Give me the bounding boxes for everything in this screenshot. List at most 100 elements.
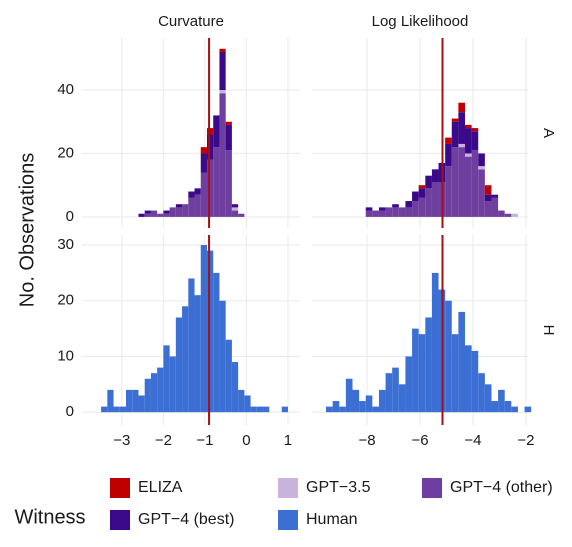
histogram-bar (213, 115, 220, 148)
legend-title: Witness (14, 506, 85, 528)
histogram-bar (372, 406, 379, 413)
legend-label: Human (306, 511, 358, 528)
histogram-bar (238, 213, 245, 217)
histogram-bar (219, 300, 226, 413)
histogram-bar (182, 306, 189, 413)
histogram-bar (484, 201, 492, 217)
histogram-bar (405, 356, 413, 413)
x-tick-label: −6 (411, 432, 428, 449)
histogram-bar (398, 384, 406, 413)
x-tick-label: −2 (517, 432, 534, 449)
histogram-bar (378, 207, 386, 211)
histogram-bar (504, 401, 512, 413)
histogram-bar (175, 207, 183, 217)
histogram-bar (484, 194, 492, 202)
x-tick-label: −2 (155, 432, 172, 449)
histogram-bar (418, 185, 426, 189)
histogram-bar (471, 350, 479, 413)
histogram-bar (484, 185, 492, 195)
histogram-bar (491, 401, 499, 413)
histogram-bar (471, 128, 479, 132)
x-tick-label: −1 (196, 432, 213, 449)
facet-row-label: H (540, 325, 557, 336)
histogram-bar (225, 339, 232, 413)
histogram-bar (144, 378, 151, 413)
histogram-bar (504, 213, 512, 217)
histogram-bar (491, 197, 499, 217)
y-tick-label: 30 (57, 236, 74, 253)
histogram-bar (471, 150, 479, 217)
x-tick-label: 0 (242, 432, 250, 449)
histogram-bar (458, 143, 465, 148)
histogram-bar (478, 373, 485, 413)
histogram-bar (465, 124, 472, 129)
histogram-bar (231, 207, 239, 211)
histogram-bar (244, 395, 251, 413)
histogram-bar (182, 204, 189, 217)
histogram-bar (332, 401, 340, 413)
legend-label: GPT−4 (best) (138, 511, 234, 528)
histogram-bar (445, 143, 452, 167)
y-axis-title: No. Observations (16, 153, 38, 308)
legend-key (278, 478, 298, 498)
histogram-bar (163, 210, 170, 214)
histogram-bar (256, 406, 264, 413)
histogram-bar (465, 345, 472, 413)
histogram-bar (225, 150, 232, 217)
histogram-bar (511, 406, 518, 413)
histogram-bar (263, 406, 270, 413)
histogram-bar (392, 207, 399, 217)
histogram-bar (339, 406, 346, 413)
histogram-bar (163, 213, 170, 217)
histogram-bar (412, 201, 419, 217)
legend-key (278, 510, 298, 530)
histogram-bar (188, 278, 195, 413)
histogram-bar (188, 191, 195, 198)
histogram-bar (359, 401, 366, 413)
histogram-bar (206, 134, 214, 160)
histogram-bar (445, 137, 452, 144)
histogram-bar (345, 378, 353, 413)
histogram-bar (206, 128, 214, 135)
histogram-bar (451, 118, 459, 122)
x-tick-label: 1 (284, 432, 292, 449)
histogram-bar (451, 147, 459, 217)
histogram-bar (169, 356, 176, 413)
histogram-bar (471, 131, 479, 151)
histogram-bar (445, 166, 452, 217)
histogram-bar (418, 334, 426, 413)
histogram-bar (175, 204, 183, 208)
histogram-bar (511, 213, 518, 217)
histogram-bar (175, 317, 183, 413)
x-tick-label: −3 (113, 432, 130, 449)
legend-key (110, 478, 130, 498)
histogram-bar (524, 406, 532, 413)
histogram-bar (169, 207, 176, 217)
histogram-bar (352, 389, 360, 413)
histogram-bar (418, 188, 426, 198)
facet-title: Curvature (158, 13, 224, 30)
histogram-bar (200, 147, 207, 154)
histogram-bar (231, 210, 239, 217)
y-tick-label: 0 (66, 208, 74, 225)
histogram-bar (392, 367, 399, 413)
histogram-bar (219, 93, 226, 217)
histogram-bar (385, 373, 393, 413)
histogram-bar (219, 48, 226, 52)
histogram-bar (132, 389, 139, 413)
legend-label: GPT−3.5 (306, 479, 371, 496)
y-tick-label: 0 (66, 403, 74, 420)
histogram-bar (126, 389, 133, 413)
histogram-bar (119, 406, 127, 413)
histogram-bar (458, 147, 465, 217)
histogram-bar (194, 295, 201, 413)
histogram-bar (107, 389, 114, 413)
x-tick-label: −4 (464, 432, 481, 449)
histogram-bar (281, 406, 288, 413)
histogram-bar (138, 213, 145, 217)
histogram-bar (206, 159, 214, 217)
histogram-bar (138, 395, 145, 413)
histogram-bar (101, 406, 108, 413)
histogram-bar (478, 153, 485, 167)
